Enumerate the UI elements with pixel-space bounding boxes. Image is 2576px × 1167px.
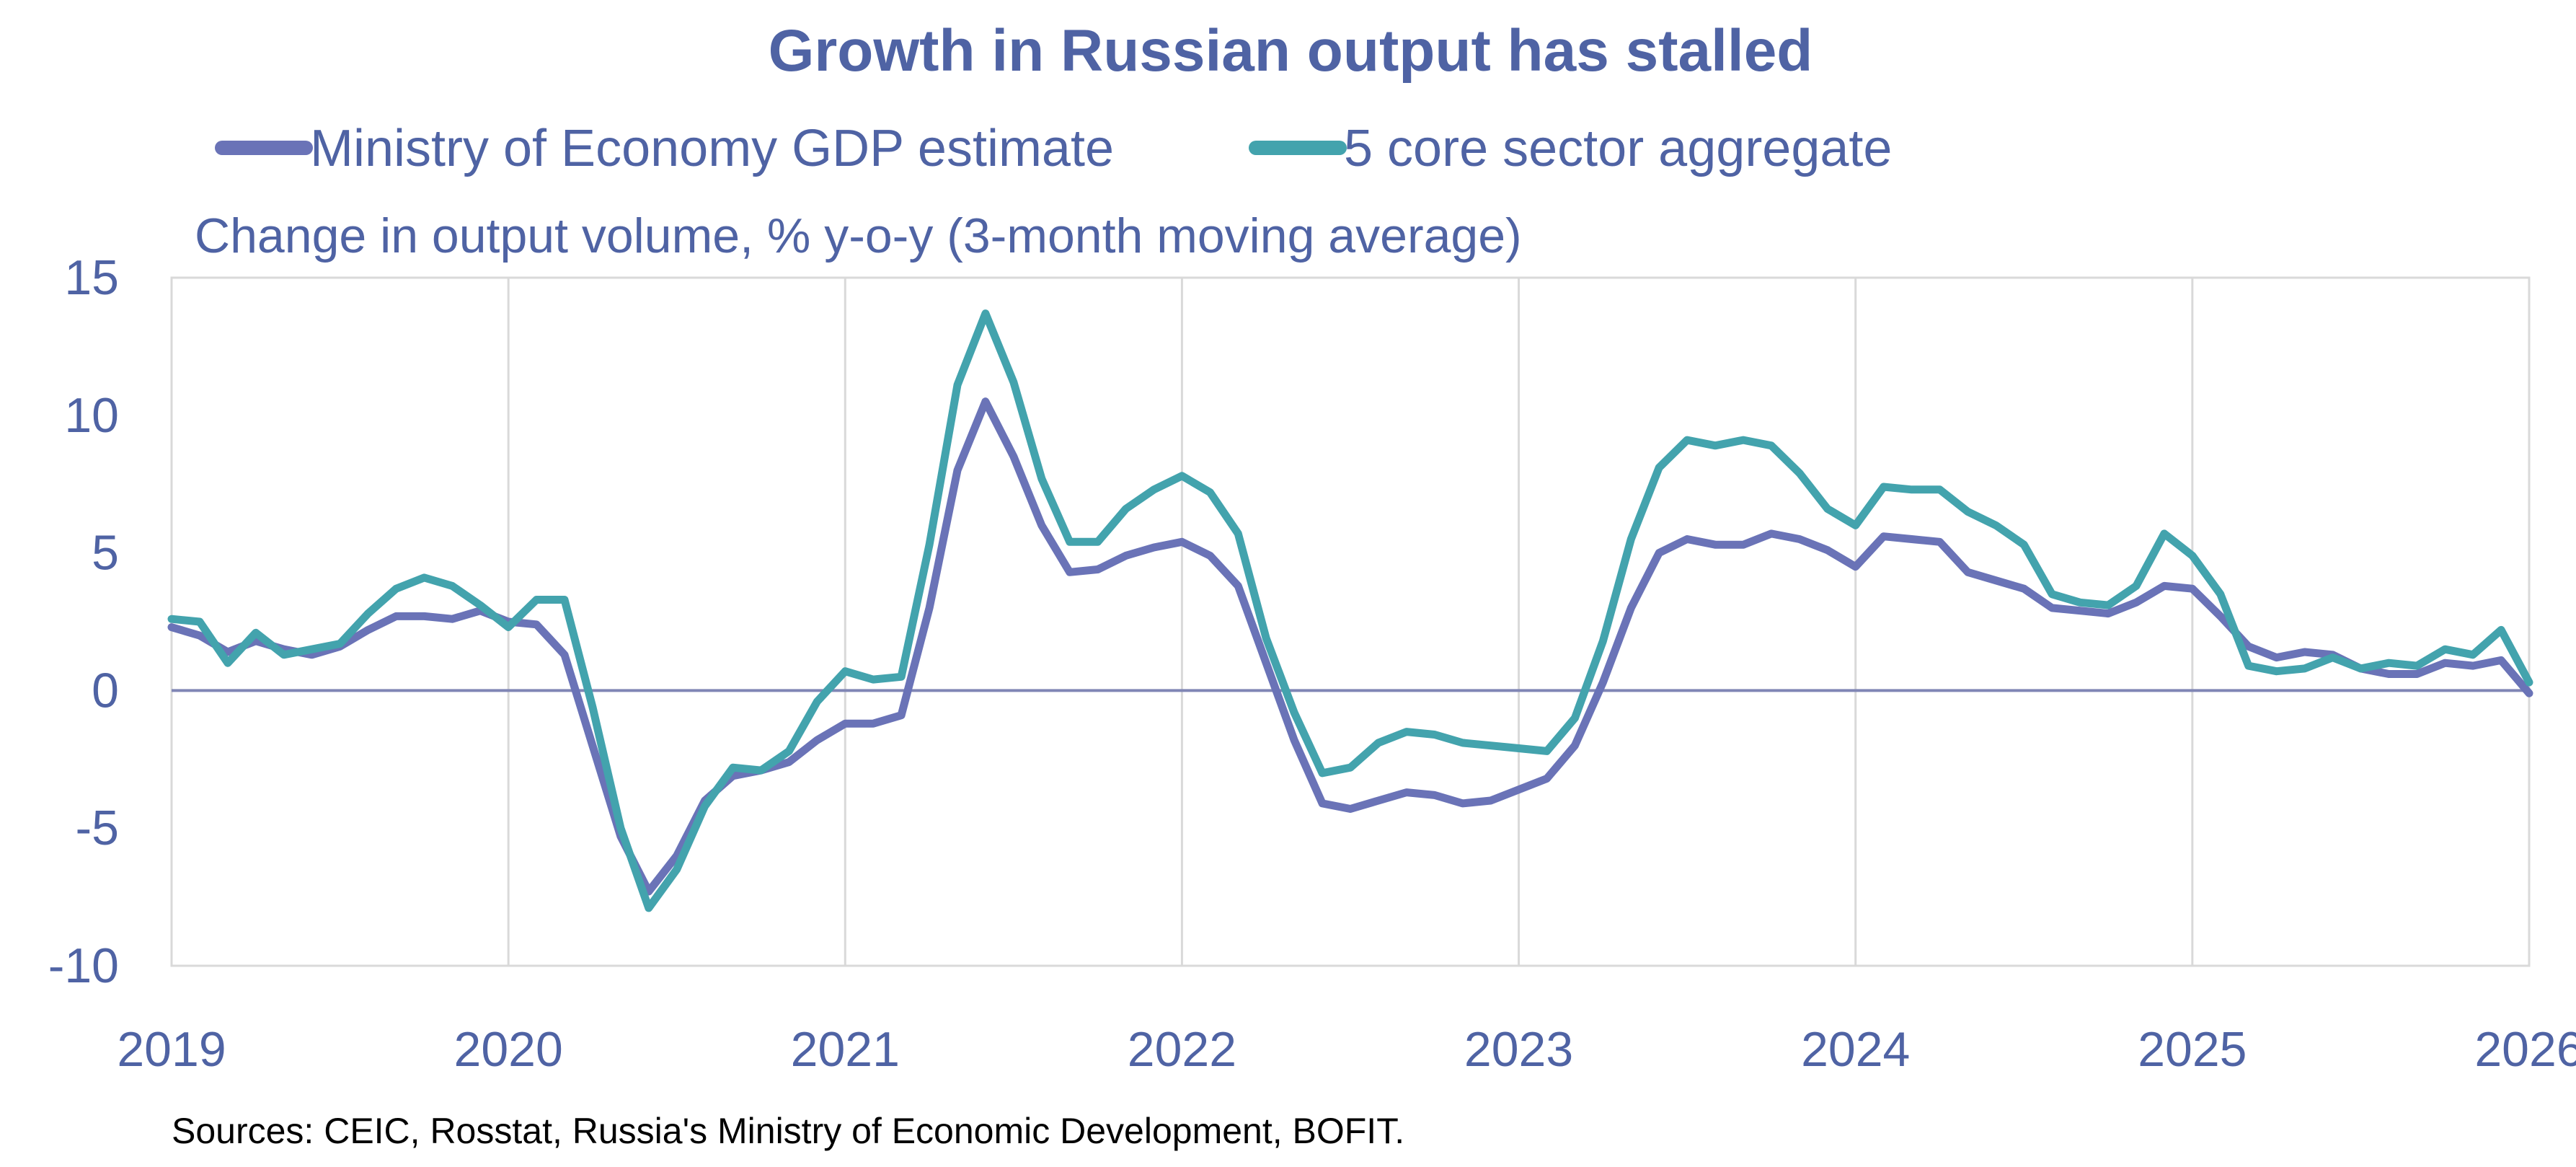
chart-legend: Ministry of Economy GDP estimate 5 core … — [215, 120, 1892, 177]
y-axis: 15 10 5 0 -5 -10 — [48, 250, 119, 993]
x-tick-label: 2024 — [1801, 1022, 1910, 1077]
y-tick-label: 0 — [92, 663, 119, 718]
series-line-gdp-estimate — [167, 397, 2533, 896]
legend-label-core-sectors: 5 core sector aggregate — [1344, 120, 1892, 177]
x-tick-label: 2025 — [2138, 1022, 2247, 1077]
y-tick-label: 10 — [64, 388, 119, 443]
series-lines — [167, 309, 2533, 912]
y-tick-label: -5 — [76, 801, 119, 855]
source-note: Sources: CEIC, Rosstat, Russia's Ministr… — [172, 1111, 1404, 1151]
series-line-core-sectors — [167, 309, 2533, 912]
chart-title: Growth in Russian output has stalled — [769, 18, 1813, 84]
x-tick-label: 2019 — [117, 1022, 226, 1077]
y-tick-label: -10 — [48, 938, 119, 993]
x-axis: 2019 2020 2021 2022 2023 2024 2025 2026 — [117, 1022, 2576, 1077]
y-axis-title: Change in output volume, % y-o-y (3-mont… — [195, 208, 1522, 263]
x-tick-label: 2022 — [1128, 1022, 1236, 1077]
legend-label-gdp: Ministry of Economy GDP estimate — [310, 120, 1114, 177]
x-tick-label: 2026 — [2474, 1022, 2576, 1077]
x-tick-label: 2021 — [791, 1022, 900, 1077]
y-tick-label: 15 — [64, 250, 119, 305]
y-tick-label: 5 — [92, 526, 119, 581]
x-axis-gridlines — [507, 278, 2194, 966]
x-tick-label: 2023 — [1464, 1022, 1573, 1077]
x-tick-label: 2020 — [454, 1022, 563, 1077]
